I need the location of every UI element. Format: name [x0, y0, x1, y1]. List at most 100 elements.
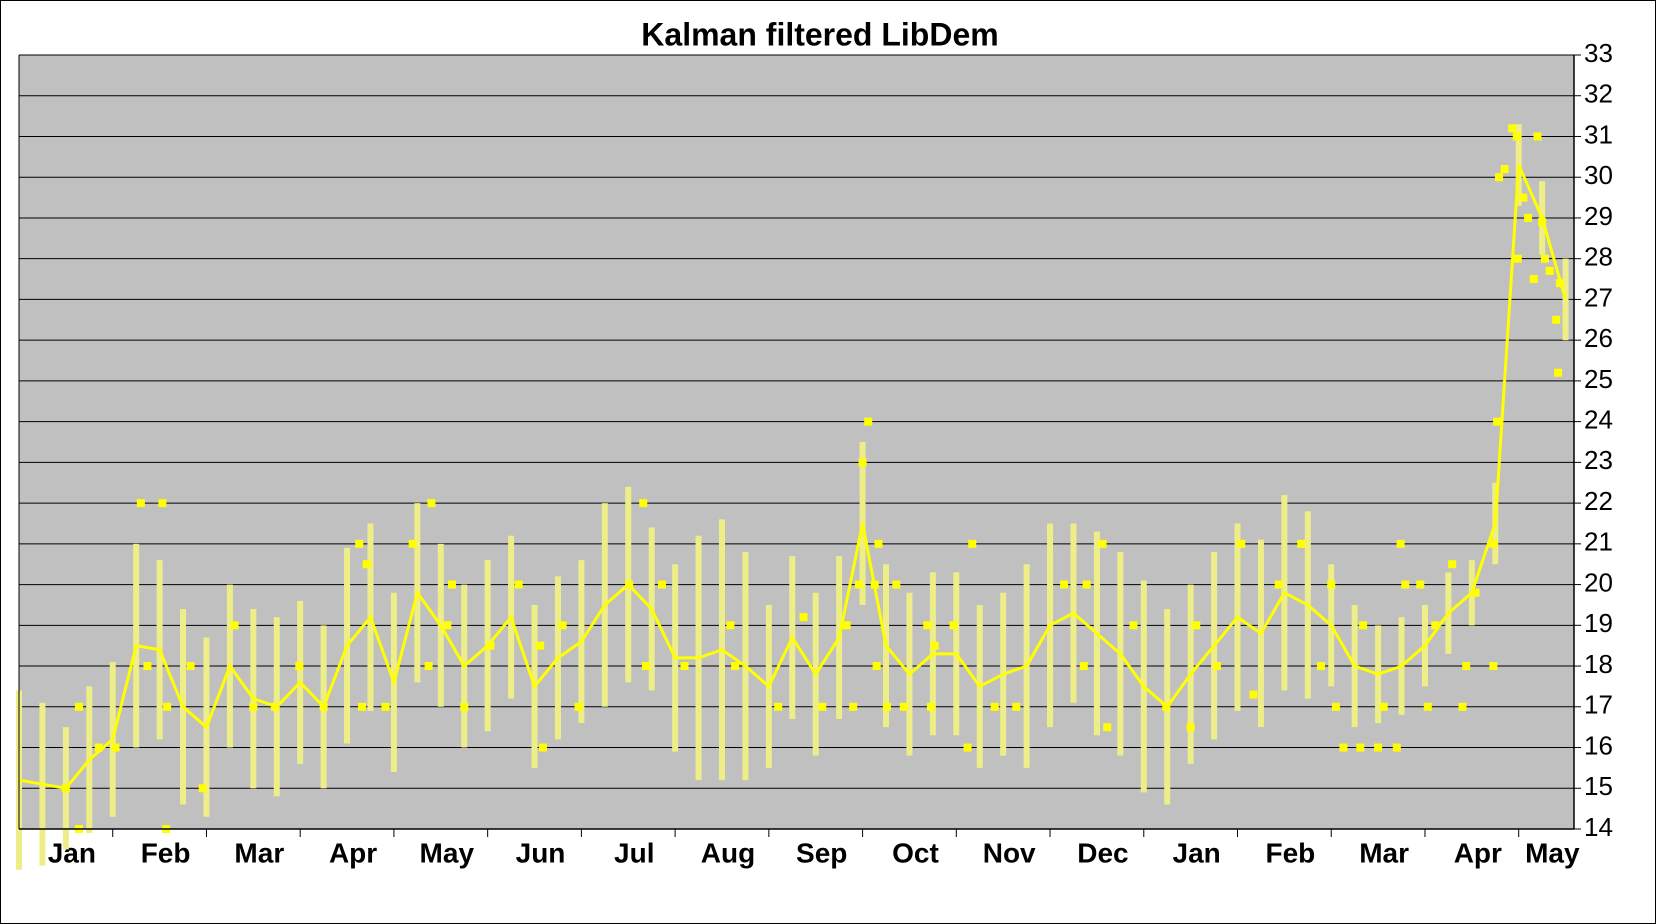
- y-tick-label: 32: [1584, 79, 1613, 109]
- poll-point: [538, 743, 547, 752]
- poll-point: [642, 662, 651, 671]
- y-tick-label: 33: [1584, 38, 1613, 68]
- y-tick-label: 26: [1584, 323, 1613, 353]
- poll-point: [1237, 539, 1246, 548]
- poll-point: [1554, 368, 1563, 377]
- x-tick-label: Mar: [234, 837, 284, 868]
- x-tick-label: Mar: [1359, 837, 1409, 868]
- poll-point: [774, 702, 783, 711]
- poll-point: [1396, 539, 1405, 548]
- poll-point: [799, 613, 808, 622]
- poll-point: [355, 539, 364, 548]
- poll-point: [270, 702, 279, 711]
- poll-point: [460, 702, 469, 711]
- y-tick-label: 20: [1584, 567, 1613, 597]
- poll-point: [680, 662, 689, 671]
- poll-point: [872, 662, 881, 671]
- x-tick-label: May: [1525, 837, 1580, 868]
- poll-point: [381, 702, 390, 711]
- poll-point: [1327, 580, 1336, 589]
- poll-point: [448, 580, 457, 589]
- poll-point: [1489, 662, 1498, 671]
- x-tick-label: Sep: [796, 837, 847, 868]
- poll-point: [892, 580, 901, 589]
- poll-point: [1082, 580, 1091, 589]
- poll-point: [574, 702, 583, 711]
- poll-point: [1374, 743, 1383, 752]
- poll-point: [990, 702, 999, 711]
- poll-point: [319, 702, 328, 711]
- chart-title: Kalman filtered LibDem: [641, 16, 998, 52]
- poll-point: [1524, 213, 1533, 222]
- poll-point: [1359, 621, 1368, 630]
- x-tick-label: Feb: [1265, 837, 1315, 868]
- poll-point: [158, 499, 167, 508]
- poll-point: [864, 417, 873, 426]
- poll-point: [963, 743, 972, 752]
- poll-point: [1540, 254, 1549, 263]
- poll-point: [625, 580, 634, 589]
- x-tick-label: Feb: [141, 837, 191, 868]
- poll-point: [1431, 621, 1440, 630]
- y-tick-label: 27: [1584, 282, 1613, 312]
- poll-point: [1103, 723, 1112, 732]
- poll-point: [358, 702, 367, 711]
- x-tick-label: Jan: [48, 837, 96, 868]
- poll-point: [136, 499, 145, 508]
- poll-point: [874, 539, 883, 548]
- poll-point: [1162, 702, 1171, 711]
- poll-point: [362, 560, 371, 569]
- poll-point: [858, 458, 867, 467]
- poll-point: [1274, 580, 1283, 589]
- poll-point: [1555, 279, 1564, 288]
- y-tick-label: 16: [1584, 730, 1613, 760]
- poll-point: [1060, 580, 1069, 589]
- y-tick-label: 21: [1584, 527, 1613, 557]
- poll-point: [1012, 702, 1021, 711]
- y-tick-label: 23: [1584, 445, 1613, 475]
- y-tick-label: 14: [1584, 812, 1613, 842]
- poll-point: [842, 621, 851, 630]
- poll-point: [1533, 132, 1542, 141]
- x-tick-label: Nov: [983, 837, 1036, 868]
- poll-point: [657, 580, 666, 589]
- poll-point: [1458, 702, 1467, 711]
- poll-point: [486, 641, 495, 650]
- poll-point: [1098, 539, 1107, 548]
- poll-point: [558, 621, 567, 630]
- poll-point: [1500, 165, 1509, 174]
- poll-point: [1339, 743, 1348, 752]
- poll-point: [1545, 266, 1554, 275]
- poll-point: [1462, 662, 1471, 671]
- y-tick-label: 22: [1584, 486, 1613, 516]
- y-tick-label: 30: [1584, 160, 1613, 190]
- x-tick-label: Jan: [1173, 837, 1221, 868]
- poll-point: [1079, 662, 1088, 671]
- poll-point: [1212, 662, 1221, 671]
- poll-point: [923, 621, 932, 630]
- poll-point: [514, 580, 523, 589]
- poll-point: [111, 743, 120, 752]
- x-tick-label: Jul: [614, 837, 654, 868]
- poll-point: [443, 621, 452, 630]
- poll-point: [61, 784, 70, 793]
- poll-point: [427, 499, 436, 508]
- y-tick-label: 24: [1584, 405, 1613, 435]
- poll-point: [968, 539, 977, 548]
- x-tick-label: Oct: [892, 837, 939, 868]
- poll-point: [1513, 254, 1522, 263]
- poll-point: [930, 641, 939, 650]
- poll-point: [295, 662, 304, 671]
- poll-point: [818, 702, 827, 711]
- poll-point: [1538, 218, 1547, 227]
- poll-point: [1519, 193, 1528, 202]
- x-tick-label: Apr: [1454, 837, 1502, 868]
- poll-point: [1401, 580, 1410, 589]
- poll-point: [1356, 743, 1365, 752]
- poll-point: [198, 784, 207, 793]
- poll-point: [1423, 702, 1432, 711]
- poll-point: [424, 662, 433, 671]
- poll-point: [949, 621, 958, 630]
- poll-point: [1529, 275, 1538, 284]
